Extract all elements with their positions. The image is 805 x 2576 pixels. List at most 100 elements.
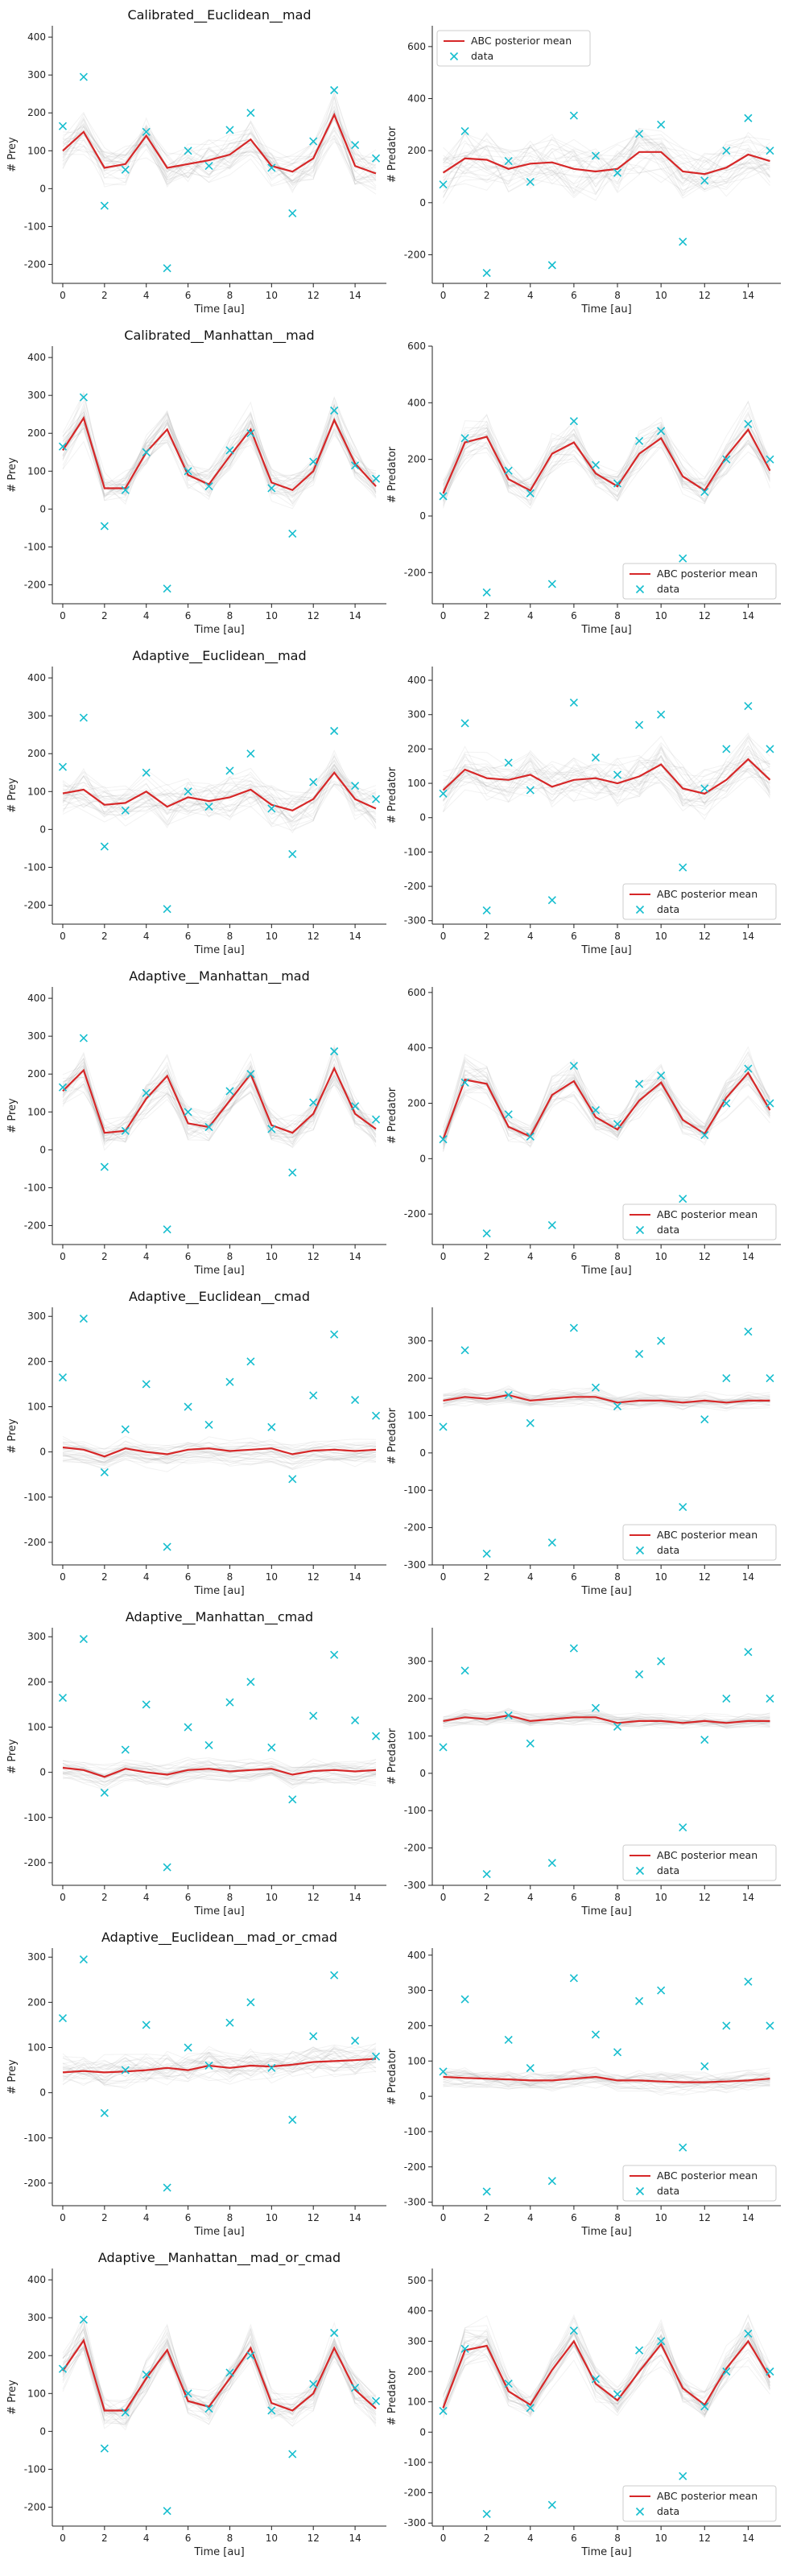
x-axis-label: Time [au] xyxy=(580,1585,631,1597)
data-point xyxy=(184,2043,192,2052)
subplot-16: 0 2 4 6 8 10 12 14 -300 -200 -100 0 100 200 300 400 500 T… xyxy=(386,2268,781,2558)
x-tick-label: 0 xyxy=(60,290,66,301)
data-point xyxy=(547,896,556,905)
trajectory-line xyxy=(62,767,377,819)
panel-title: Calibrated__Manhattan__mad xyxy=(124,328,314,344)
trajectory-line xyxy=(443,1385,770,1402)
trajectory-line xyxy=(62,1773,377,1785)
x-tick-label: 8 xyxy=(227,931,233,942)
data-point xyxy=(204,1740,213,1750)
x-tick-label: 2 xyxy=(484,1251,490,1262)
data-point xyxy=(79,1634,88,1644)
x-tick-label: 0 xyxy=(60,1571,66,1583)
y-tick-label: 400 xyxy=(27,993,46,1004)
trajectory-line xyxy=(62,1441,377,1451)
trajectory-line xyxy=(443,2080,770,2095)
trajectory-line xyxy=(62,1435,377,1451)
x-axis-label: Time [au] xyxy=(580,2546,631,2558)
x-tick-label: 14 xyxy=(742,1892,754,1903)
data-point xyxy=(700,1415,709,1424)
trajectory-line xyxy=(62,1761,377,1777)
data-point xyxy=(58,1693,68,1703)
y-tick-label: 300 xyxy=(407,1335,426,1347)
y-tick-label: 600 xyxy=(407,987,426,998)
y-axis-label: # Predator xyxy=(386,2368,398,2425)
trajectory-line xyxy=(62,774,377,824)
panel-title: Adaptive__Euclidean__cmad xyxy=(129,1289,310,1305)
trajectory-line xyxy=(62,90,377,181)
data-point xyxy=(657,1657,666,1666)
legend-data-swatch xyxy=(635,1866,645,1876)
x-tick-label: 6 xyxy=(185,1571,192,1583)
trajectory-line xyxy=(62,423,377,494)
trajectory-line xyxy=(443,755,770,804)
y-tick-label: -200 xyxy=(24,1537,46,1548)
data-point xyxy=(371,1115,381,1124)
x-tick-label: 10 xyxy=(266,1571,278,1583)
data-point xyxy=(121,1745,130,1754)
y-tick-label: 100 xyxy=(27,465,46,477)
trajectory-line xyxy=(62,1447,377,1463)
trajectory-line xyxy=(443,752,770,796)
trajectory-line xyxy=(62,112,377,186)
trajectory-line xyxy=(443,1708,770,1720)
x-tick-label: 8 xyxy=(227,1892,233,1903)
y-tick-label: 300 xyxy=(27,1951,46,1963)
trajectory-line xyxy=(62,2048,377,2078)
trajectory-line xyxy=(62,1758,377,1773)
trajectory-line xyxy=(62,776,377,818)
trajectory-line xyxy=(62,771,377,819)
data-point xyxy=(79,713,88,722)
trajectory-line xyxy=(62,2057,377,2087)
x-axis-label: Time [au] xyxy=(193,944,244,956)
legend-mean-label: ABC posterior mean xyxy=(657,1849,758,1861)
data-point xyxy=(526,2404,535,2413)
x-tick-label: 6 xyxy=(571,2533,577,2544)
trajectory-line xyxy=(443,143,770,194)
y-tick-label: 0 xyxy=(39,1447,46,1458)
legend-mean-label: ABC posterior mean xyxy=(657,2169,758,2182)
trajectory-line xyxy=(62,2311,377,2422)
x-tick-label: 10 xyxy=(266,290,278,301)
trajectory-line xyxy=(443,745,770,813)
trajectory-line xyxy=(443,1388,770,1404)
data-point xyxy=(439,2406,448,2416)
trajectory-line xyxy=(443,2334,770,2417)
data-point xyxy=(744,702,753,711)
trajectory-line xyxy=(62,1440,377,1459)
trajectory-line xyxy=(62,415,377,493)
x-tick-label: 6 xyxy=(571,1251,577,1262)
legend: ABC posterior mean data xyxy=(622,1844,777,1881)
trajectory-line xyxy=(62,1768,377,1786)
trajectory-line xyxy=(62,2327,377,2428)
data-point xyxy=(142,2021,151,2029)
trajectory-line xyxy=(443,762,770,807)
x-tick-label: 0 xyxy=(440,290,447,301)
legend-data-swatch xyxy=(635,905,645,914)
trajectory-line xyxy=(62,1772,377,1785)
data-point xyxy=(526,1418,535,1427)
y-tick-label: 0 xyxy=(419,812,426,824)
data-markers xyxy=(58,1314,381,1551)
data-point xyxy=(679,1195,687,1203)
data-point xyxy=(58,1083,68,1092)
trajectory-line xyxy=(62,2046,377,2083)
data-point xyxy=(700,176,709,185)
trajectory-line xyxy=(62,390,377,497)
data-point xyxy=(351,782,360,791)
x-tick-label: 0 xyxy=(440,1892,447,1903)
trajectory-line xyxy=(443,1398,770,1410)
data-point xyxy=(309,2032,318,2041)
y-tick-label: 600 xyxy=(407,341,426,352)
trajectory-line xyxy=(62,1441,377,1455)
trajectory-line xyxy=(443,2343,770,2413)
x-tick-label: 12 xyxy=(699,2533,711,2544)
x-tick-label: 2 xyxy=(101,931,108,942)
trajectory-line xyxy=(443,1397,770,1410)
legend-mean-label: ABC posterior mean xyxy=(657,1529,758,1541)
y-tick-label: -200 xyxy=(404,2487,426,2499)
data-point xyxy=(439,180,448,189)
trajectory-line xyxy=(62,411,377,497)
trajectory-line xyxy=(443,2074,770,2090)
data-point xyxy=(657,710,666,719)
